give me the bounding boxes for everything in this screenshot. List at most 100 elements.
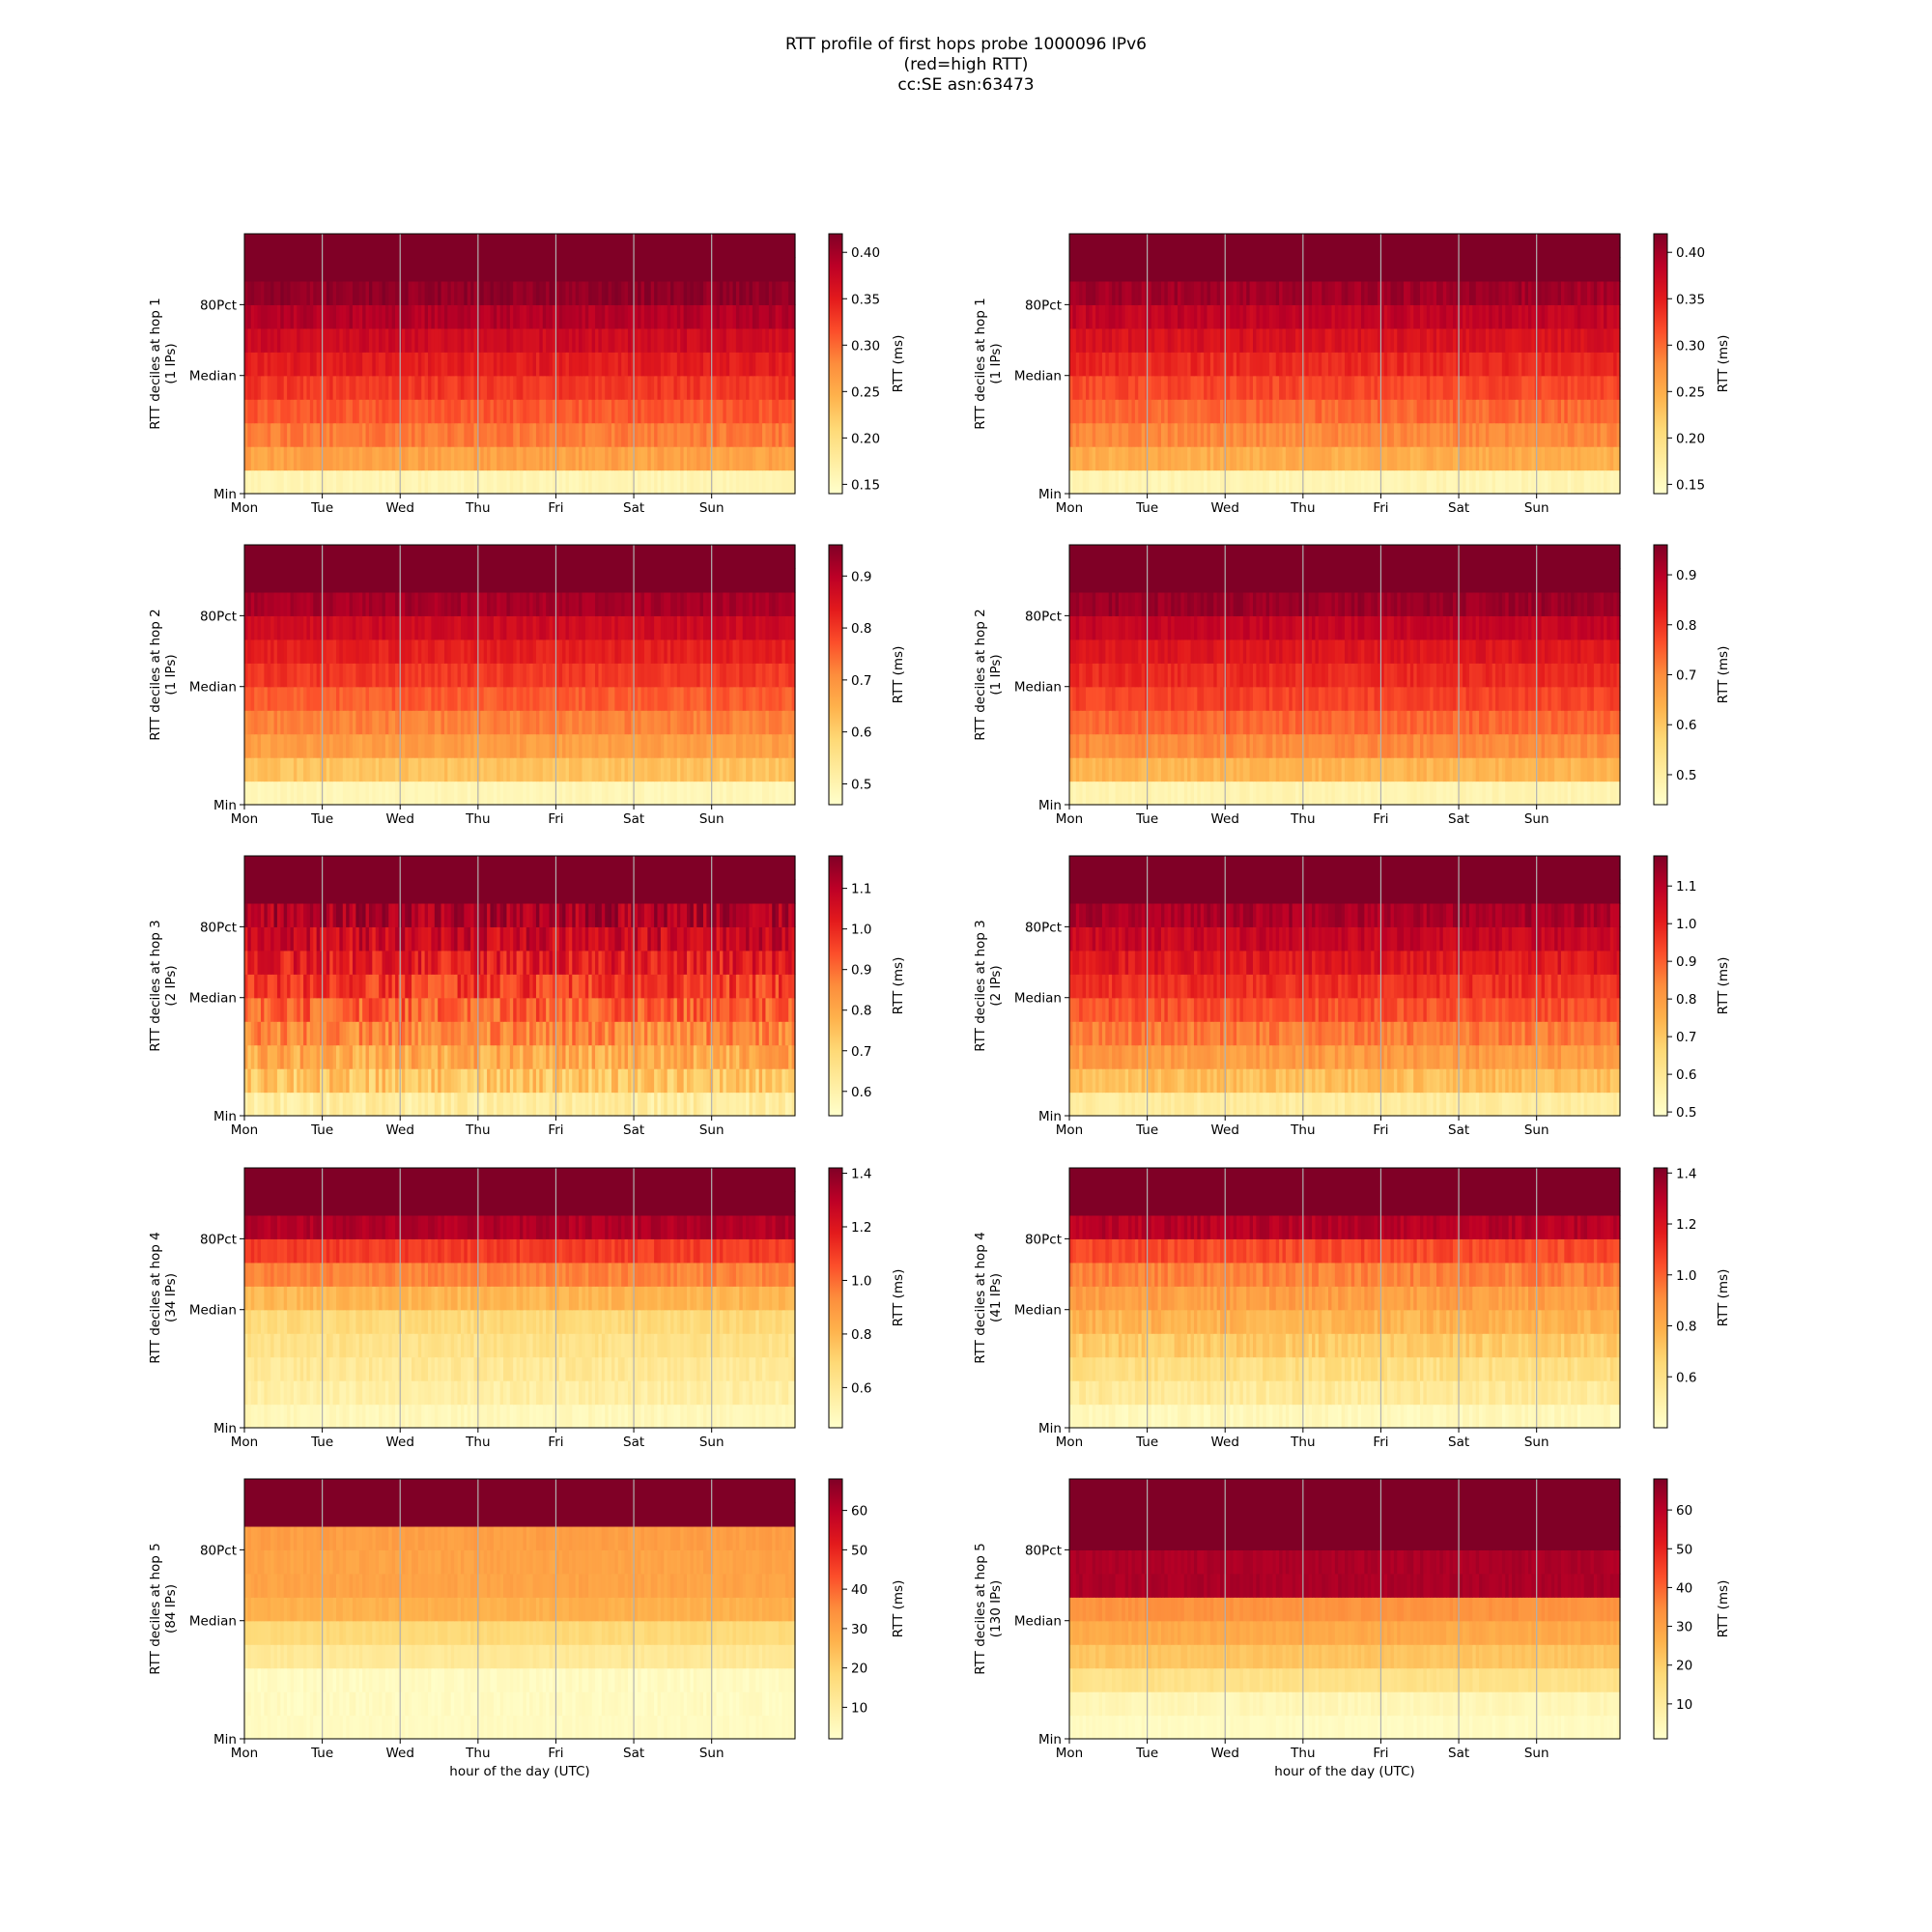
heatmap-cell [316,446,321,471]
heatmap-cell [509,733,514,758]
heatmap-cell [627,375,632,400]
heatmap-cell [1236,422,1241,447]
heatmap-cell [654,234,659,259]
heatmap-cell [562,327,567,353]
heatmap-cell [1600,234,1605,259]
heatmap-cell [1328,446,1333,471]
heatmap-cell [1475,375,1480,400]
heatmap-cell [408,234,412,259]
heatmap-cell [1475,304,1480,329]
heatmap-cell [779,733,783,758]
heatmap-cell [638,327,642,353]
heatmap-cell [391,733,396,758]
heatmap-cell [408,781,412,806]
heatmap-cell [650,639,655,664]
heatmap-cell [1275,399,1280,424]
heatmap-cell [723,234,727,259]
heatmap-cell [1518,234,1522,259]
heatmap-cell [487,757,492,782]
heatmap-cell [1515,304,1520,329]
heatmap-cell [372,686,377,711]
heatmap-cell [572,422,577,447]
heatmap-cell [247,399,252,424]
heatmap-cell [605,757,610,782]
heatmap-cell [532,686,537,711]
heatmap-cell [339,663,344,688]
heatmap-cell [654,257,659,282]
heatmap-cell [1468,446,1473,471]
heatmap-cell [758,234,763,259]
heatmap-cell [247,327,252,353]
heatmap-cell [1452,304,1457,329]
heatmap-cell [391,280,396,305]
heatmap-cell [323,446,327,471]
heatmap-cell [1089,352,1094,377]
heatmap-cell [480,327,485,353]
heatmap-cell [1475,399,1480,424]
heatmap-cell [1148,234,1152,259]
heatmap-cell [584,757,589,782]
heatmap-cell [624,375,629,400]
heatmap-cell [412,757,416,782]
heatmap-cell [643,327,648,353]
heatmap-cell [1377,304,1381,329]
heatmap-cell [1609,469,1614,495]
heatmap-cell [438,399,442,424]
heatmap-cell [358,639,363,664]
heatmap-cell [267,733,271,758]
heatmap-cell [608,399,612,424]
heatmap-cell [729,686,734,711]
heatmap-cell [617,352,622,377]
heatmap-cell [1324,446,1329,471]
heatmap-cell [450,257,455,282]
heatmap-cell [1128,422,1133,447]
heatmap-cell [329,639,334,664]
heatmap-cell [1463,422,1467,447]
heatmap-cell [546,710,551,735]
heatmap-cell [1571,422,1576,447]
heatmap-cell [450,352,455,377]
heatmap-cell [719,375,724,400]
heatmap-cell [535,422,540,447]
heatmap-cell [558,469,563,495]
heatmap-cell [1426,446,1431,471]
heatmap-cell [490,781,495,806]
heatmap-cell [438,234,442,259]
heatmap-cell [1397,304,1402,329]
heatmap-cell [250,446,255,471]
heatmap-cell [1101,422,1106,447]
heatmap-cell [454,446,459,471]
heatmap-cell [595,375,600,400]
heatmap-cell [1528,375,1532,400]
heatmap-cell [293,422,298,447]
heatmap-cell [595,733,600,758]
heatmap-cell [1321,399,1326,424]
heatmap-cell [1498,327,1503,353]
heatmap-cell [572,234,577,259]
heatmap-cell [283,375,288,400]
heatmap-cell [497,686,501,711]
heatmap-cell [417,686,422,711]
heatmap-cell [1560,304,1565,329]
heatmap-cell [647,710,652,735]
heatmap-cell [460,663,465,688]
heatmap-cell [687,304,692,329]
heatmap-cell [355,639,360,664]
heatmap-cell [725,234,730,259]
heatmap-cell [503,257,508,282]
heatmap-cell [670,446,675,471]
heatmap-cell [349,663,354,688]
heatmap-cell [1508,304,1513,329]
heatmap-cell [1282,446,1287,471]
heatmap-cell [490,257,495,282]
heatmap-cell [608,639,612,664]
heatmap-cell [634,686,639,711]
heatmap-cell [667,352,671,377]
heatmap-cell [1101,234,1106,259]
heatmap-cell [382,399,386,424]
heatmap-cell [391,375,396,400]
heatmap-cell [1345,304,1349,329]
heatmap-cell [1301,375,1306,400]
heatmap-cell [1360,327,1365,353]
heatmap-cell [1564,399,1569,424]
